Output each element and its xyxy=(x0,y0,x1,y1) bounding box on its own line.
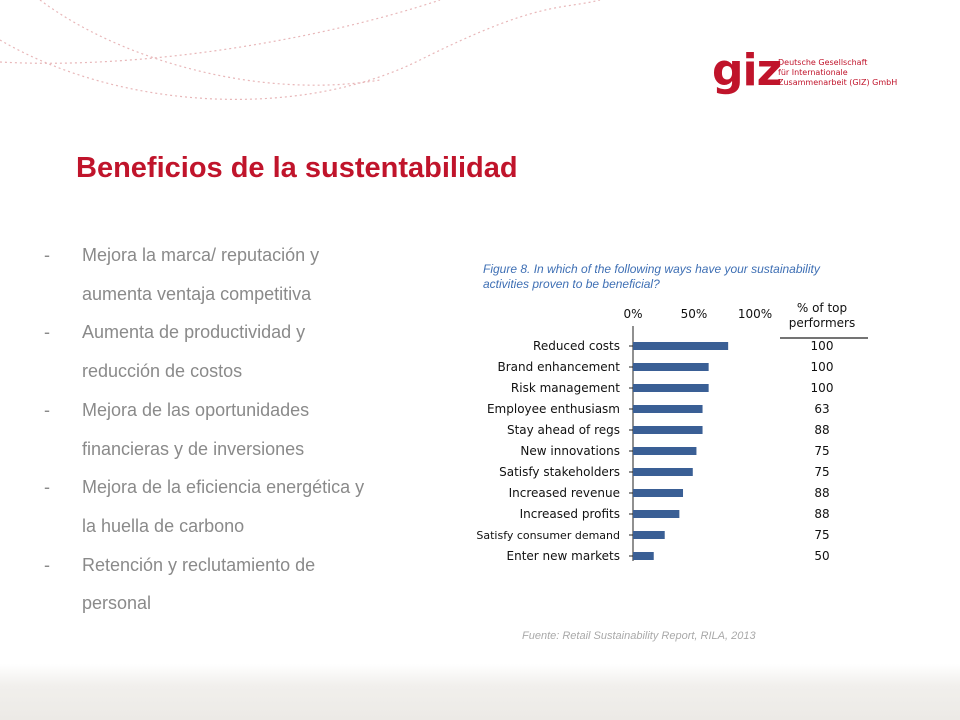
benefits-bar-chart: 0% 50% 100% Reduced costs 100 Brand enhanceme… xyxy=(476,301,868,563)
bar xyxy=(633,510,680,518)
bullet-line: la huella de carbono xyxy=(82,515,245,536)
benefits-list: - Mejora la marca/ reputación y aumenta … xyxy=(44,236,424,623)
slide-title: Beneficios de la sustentabilidad xyxy=(76,152,518,184)
list-item: - Mejora de las oportunidades financiera… xyxy=(44,391,424,468)
top-performer-value: 75 xyxy=(814,528,829,542)
bullet-line: Retención y reclutamiento de xyxy=(82,554,316,575)
top-performer-value: 100 xyxy=(811,339,834,353)
x-tick-label: 0% xyxy=(623,307,642,321)
category-label: Enter new markets xyxy=(507,549,620,563)
bullet-line: Mejora de la eficiencia energética y xyxy=(82,477,365,498)
top-performer-value: 88 xyxy=(814,507,829,521)
category-label: Reduced costs xyxy=(533,339,620,353)
x-tick-label: 50% xyxy=(681,307,708,321)
bar xyxy=(633,447,697,455)
bar xyxy=(633,405,703,413)
top-performer-value: 75 xyxy=(814,465,829,479)
giz-logo-text: Deutsche Gesellschaft für Internationale… xyxy=(778,58,897,88)
top-performer-value: 63 xyxy=(814,402,829,416)
bar xyxy=(633,426,703,434)
category-label: New innovations xyxy=(520,444,620,458)
top-performer-value: 88 xyxy=(814,486,829,500)
logo-line: für Internationale xyxy=(778,68,848,77)
top-performer-value: 75 xyxy=(814,444,829,458)
category-label: Brand enhancement xyxy=(498,360,621,374)
side-column-header: % of top xyxy=(797,301,847,315)
top-performer-value: 100 xyxy=(811,360,834,374)
giz-logo-mark: giz xyxy=(712,45,782,96)
figure-caption-line: Figure 8. In which of the following ways… xyxy=(483,262,820,276)
bar xyxy=(633,363,709,371)
bullet-line: Aumenta de productividad y xyxy=(82,322,306,343)
figure-caption: Figure 8. In which of the following ways… xyxy=(483,262,873,292)
bullet-dash: - xyxy=(44,322,50,343)
bullet-line: Mejora la marca/ reputación y xyxy=(82,245,320,265)
bar xyxy=(633,342,729,350)
list-item: - Aumenta de productividad y reducción d… xyxy=(44,313,424,390)
bullet-line: Mejora de las oportunidades xyxy=(82,399,310,420)
bar xyxy=(633,384,709,392)
bullet-line: aumenta ventaja competitiva xyxy=(82,283,312,304)
category-label: Employee enthusiasm xyxy=(487,402,620,416)
figure-caption-line: activities proven to be beneficial? xyxy=(483,277,660,291)
category-label: Satisfy consumer demand xyxy=(476,529,620,542)
x-tick-label: 100% xyxy=(738,307,772,321)
giz-logo: giz Deutsche Gesellschaft für Internatio… xyxy=(712,46,912,102)
bullet-line: financieras y de inversiones xyxy=(82,438,305,459)
footer-band xyxy=(0,664,960,720)
bar xyxy=(633,531,665,539)
bullet-dash: - xyxy=(44,399,50,420)
bullet-dash: - xyxy=(44,554,50,575)
top-performer-value: 100 xyxy=(811,381,834,395)
category-label: Risk management xyxy=(511,381,620,395)
category-label: Increased revenue xyxy=(509,486,620,500)
logo-line: Zusammenarbeit (GIZ) GmbH xyxy=(778,78,898,87)
source-note: Fuente: Retail Sustainability Report, RI… xyxy=(522,630,756,642)
side-column-header: performers xyxy=(789,316,855,330)
bullet-dash: - xyxy=(44,245,50,265)
top-performer-value: 50 xyxy=(814,549,829,563)
top-performer-value: 88 xyxy=(814,423,829,437)
category-label: Satisfy stakeholders xyxy=(499,465,620,479)
logo-line: Deutsche Gesellschaft xyxy=(778,58,868,67)
category-label: Stay ahead of regs xyxy=(507,423,620,437)
list-item: - Retención y reclutamiento de personal xyxy=(44,546,424,623)
bullet-line: personal xyxy=(82,593,152,614)
list-item: - Mejora de la eficiencia energética y l… xyxy=(44,468,424,545)
bar xyxy=(633,489,684,497)
bullet-dash: - xyxy=(44,477,50,498)
category-label: Increased profits xyxy=(520,507,620,521)
bar xyxy=(633,552,654,560)
bar xyxy=(633,468,693,476)
bullet-line: reducción de costos xyxy=(82,361,243,382)
list-item: - Mejora la marca/ reputación y aumenta … xyxy=(44,236,424,313)
